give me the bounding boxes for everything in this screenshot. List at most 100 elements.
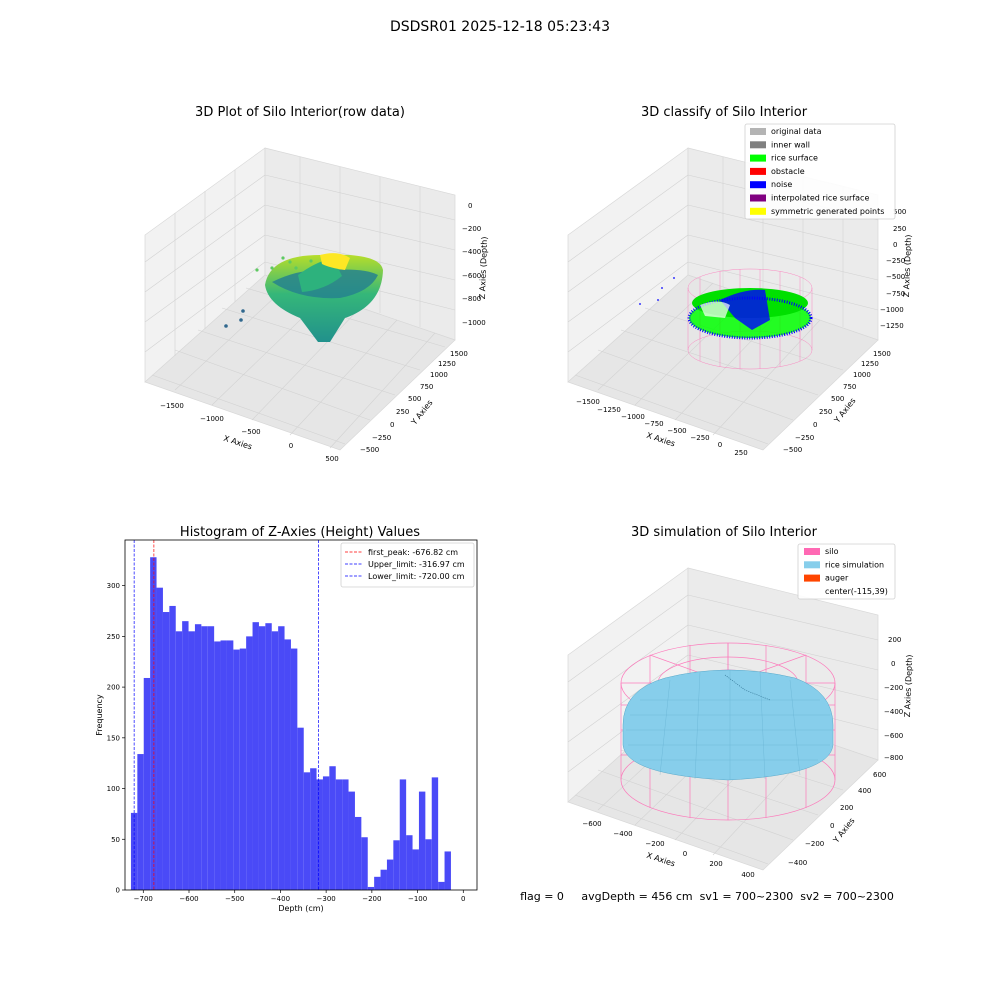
panel2-legend-swatch <box>750 207 766 215</box>
svg-text:0: 0 <box>289 442 293 450</box>
histogram-bar <box>162 612 170 890</box>
histogram-ylabel: Frequency <box>95 694 104 736</box>
panel2-yticks: −500 −250 0 250 500 750 1000 1250 1500 <box>783 350 891 454</box>
histogram-xtick-label: −300 <box>317 895 336 903</box>
panel-histogram: Histogram of Z-Axies (Height) Values −70… <box>95 525 478 913</box>
panel4-xlabel: X Axies <box>645 851 676 869</box>
histogram-bar <box>220 640 227 890</box>
svg-text:−200: −200 <box>805 840 824 848</box>
svg-text:−1000: −1000 <box>462 319 486 327</box>
histogram-bar <box>329 766 336 890</box>
histogram-bar <box>310 768 317 890</box>
svg-text:750: 750 <box>843 383 856 391</box>
svg-text:−500: −500 <box>783 446 802 454</box>
svg-text:−400: −400 <box>884 708 903 716</box>
panel2-legend-swatch <box>750 194 766 202</box>
svg-text:−500: −500 <box>886 273 905 281</box>
panel2-xticks: −1500 −1250 −1000 −750 −500 −250 0 250 <box>576 398 748 457</box>
histogram-bar <box>322 776 330 890</box>
histogram-ytick-label: 300 <box>107 582 120 590</box>
svg-text:0: 0 <box>468 202 472 210</box>
panel4-legend-label: center(-115,39) <box>825 587 888 596</box>
panel4-zticks: 200 0 −200 −400 −600 −800 <box>884 636 903 762</box>
histogram-bar <box>156 587 163 890</box>
svg-text:1000: 1000 <box>853 371 871 379</box>
histogram-bar <box>425 839 432 890</box>
histogram-bar <box>137 754 144 890</box>
histogram-bar <box>239 648 247 890</box>
svg-text:1250: 1250 <box>438 360 456 368</box>
svg-text:1500: 1500 <box>450 350 468 358</box>
histogram-bar <box>252 622 259 890</box>
histogram-xtick-label: 0 <box>461 895 465 903</box>
histogram-bar <box>386 859 394 890</box>
panel2-legend-label: obstacle <box>771 167 805 176</box>
panel2-zticks: 500 250 0 −250 −500 −750 −1000 −1250 <box>880 208 906 330</box>
histogram-bar <box>143 677 151 890</box>
panel4-legend-swatch <box>804 561 820 569</box>
histogram-legend-label: first_peak: -676.82 cm <box>368 548 458 557</box>
panel2-legend-label: inner wall <box>771 140 810 149</box>
svg-text:−400: −400 <box>788 859 807 867</box>
svg-text:−250: −250 <box>795 434 814 442</box>
svg-text:−1000: −1000 <box>880 306 904 314</box>
svg-text:−200: −200 <box>645 840 664 848</box>
svg-text:0: 0 <box>718 441 722 449</box>
panel1-xlabel: X Axies <box>222 434 253 452</box>
svg-text:500: 500 <box>408 395 421 403</box>
panel2-legend-label: symmetric generated points <box>771 207 884 216</box>
histogram-bar <box>290 648 298 890</box>
panel1-3d-axes-box <box>144 147 456 451</box>
svg-text:−1000: −1000 <box>621 413 645 421</box>
panel4-legend-label: rice simulation <box>825 560 884 569</box>
panel1-yticks: −500 −250 0 250 500 750 1000 1250 1500 <box>360 350 468 454</box>
svg-text:1000: 1000 <box>430 371 448 379</box>
svg-text:200: 200 <box>888 636 901 644</box>
histogram-bar <box>188 631 195 890</box>
histogram-ytick-label: 200 <box>107 684 120 692</box>
histogram-bar <box>271 631 279 890</box>
histogram-bar <box>335 779 343 890</box>
svg-text:−600: −600 <box>462 272 481 280</box>
histogram-xtick-label: −400 <box>271 895 290 903</box>
histogram-bar <box>354 816 362 890</box>
svg-text:−250: −250 <box>886 257 905 265</box>
histogram-xlabel: Depth (cm) <box>278 904 323 913</box>
svg-text:1500: 1500 <box>873 350 891 358</box>
panel1-floor-pane <box>144 274 456 451</box>
panel1-surface-rendering <box>224 253 383 342</box>
panel4-legend-label: silo <box>825 547 839 556</box>
svg-text:−250: −250 <box>372 434 391 442</box>
panel2-legend-label: noise <box>771 180 792 189</box>
histogram-bar <box>406 835 413 890</box>
svg-text:250: 250 <box>396 408 409 416</box>
svg-text:500: 500 <box>325 455 338 463</box>
svg-text:−200: −200 <box>462 225 481 233</box>
svg-text:−1500: −1500 <box>160 402 184 410</box>
histogram-bar <box>399 779 407 890</box>
svg-text:0: 0 <box>830 822 834 830</box>
panel1-xticks: −1500 −1000 −500 0 500 <box>160 402 339 463</box>
svg-text:250: 250 <box>893 225 906 233</box>
histogram-bar <box>418 791 426 890</box>
svg-text:600: 600 <box>873 771 886 779</box>
svg-text:1250: 1250 <box>861 360 879 368</box>
panel-raw-data: 3D Plot of Silo Interior(row data) <box>144 105 489 463</box>
panel4-legend-swatch <box>804 548 820 555</box>
histogram-bars <box>130 557 451 890</box>
histogram-bar <box>169 605 176 890</box>
svg-text:500: 500 <box>893 208 906 216</box>
panel2-legend: original data inner wall rice surface obsta… <box>744 123 896 220</box>
histogram-xtick-label: −700 <box>134 895 153 903</box>
figure-suptitle: DSDSR01 2025-12-18 05:23:43 <box>390 19 610 35</box>
panel4-yticks: −400 −200 0 200 400 600 <box>788 771 886 867</box>
histogram-xtick-label: −100 <box>408 895 427 903</box>
svg-text:−500: −500 <box>667 427 686 435</box>
histogram-bar <box>393 840 400 890</box>
svg-text:−500: −500 <box>241 428 260 436</box>
histogram-xtick-label: −600 <box>179 895 198 903</box>
panel2-legend-swatch <box>750 167 766 175</box>
panel4-legend-swatch <box>804 574 820 582</box>
histogram-ytick-label: 50 <box>111 836 120 844</box>
